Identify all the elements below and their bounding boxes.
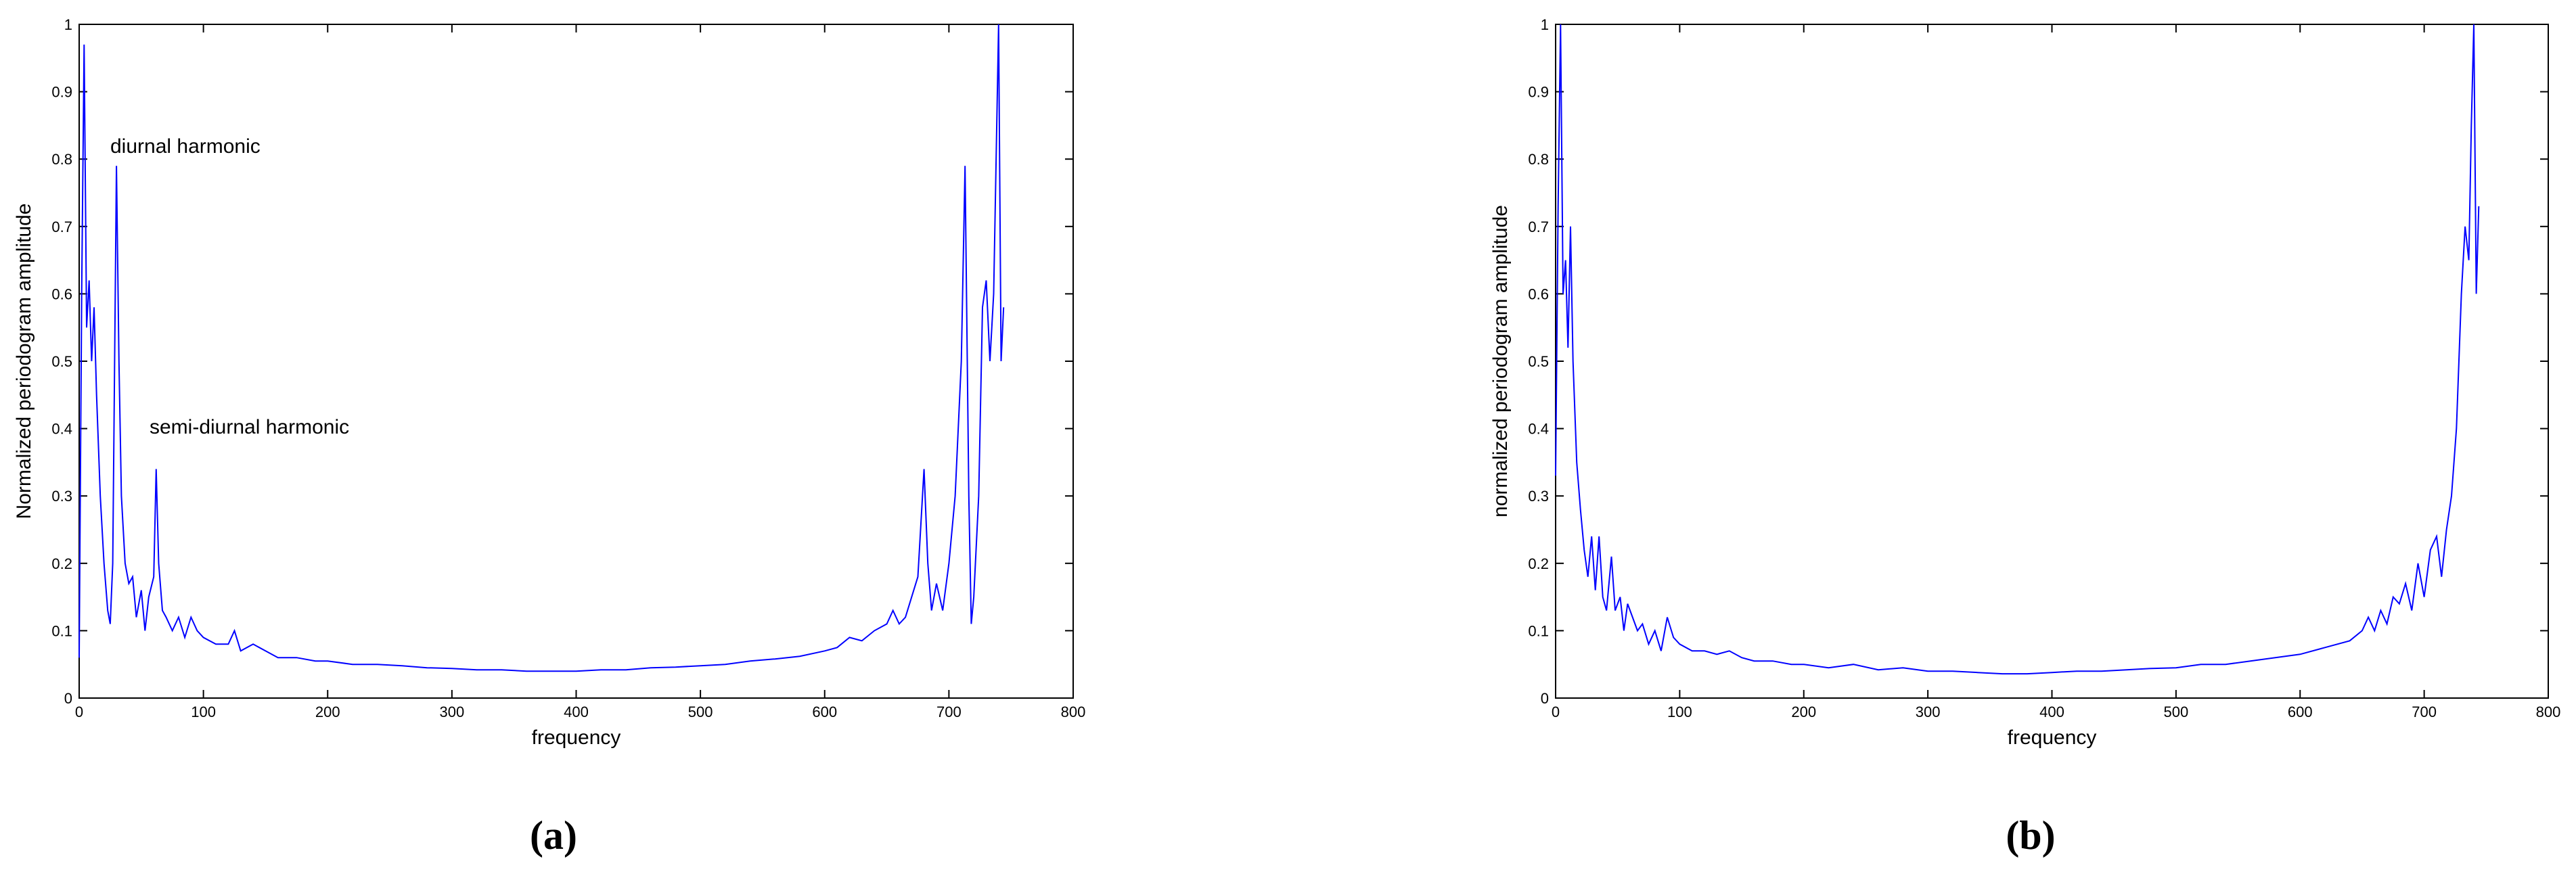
- y-tick-label: 0: [1541, 690, 1549, 707]
- x-tick-label: 700: [2412, 703, 2437, 720]
- y-tick-label: 0.9: [1528, 84, 1549, 101]
- x-tick-label: 800: [1061, 703, 1086, 720]
- y-tick-label: 0: [64, 690, 72, 707]
- x-tick-label: 400: [2039, 703, 2064, 720]
- x-axis-label: frequency: [2008, 726, 2097, 749]
- y-tick-label: 0.8: [51, 151, 72, 168]
- y-tick-label: 0.6: [51, 285, 72, 302]
- x-tick-label: 400: [564, 703, 589, 720]
- x-tick-label: 100: [191, 703, 216, 720]
- y-tick-label: 0.7: [1528, 218, 1549, 235]
- y-tick-label: 0.9: [51, 84, 72, 101]
- y-tick-label: 0.1: [1528, 622, 1549, 639]
- annotation: semi-diurnal harmonic: [150, 416, 349, 438]
- y-tick-label: 0.4: [1528, 421, 1549, 438]
- x-tick-label: 700: [936, 703, 962, 720]
- x-tick-label: 0: [75, 703, 83, 720]
- y-tick-label: 0.5: [1528, 353, 1549, 370]
- y-tick-label: 0.6: [1528, 285, 1549, 302]
- plot-frame: [78, 24, 1074, 699]
- annotation: diurnal harmonic: [110, 135, 261, 158]
- data-line: [1555, 24, 2480, 675]
- y-tick-label: 0.8: [1528, 151, 1549, 168]
- x-tick-label: 600: [2288, 703, 2313, 720]
- y-tick-label: 0.1: [51, 622, 72, 639]
- data-line: [78, 24, 1005, 672]
- y-tick-label: 0.4: [51, 421, 72, 438]
- x-tick-label: 300: [1916, 703, 1941, 720]
- x-tick-label: 500: [688, 703, 713, 720]
- x-tick-label: 100: [1667, 703, 1692, 720]
- caption: (a): [530, 813, 577, 858]
- y-tick-label: 0.5: [51, 353, 72, 370]
- y-tick-label: 1: [1541, 16, 1549, 33]
- x-tick-label: 300: [440, 703, 465, 720]
- y-tick-label: 0.7: [51, 218, 72, 235]
- y-tick-label: 0.2: [1528, 555, 1549, 572]
- caption: (b): [2006, 813, 2055, 858]
- x-tick-label: 0: [1552, 703, 1560, 720]
- y-axis-label: Normalized periodogram amplitude: [13, 204, 35, 519]
- y-tick-label: 0.2: [51, 555, 72, 572]
- y-axis-label: normalized periodogram amplitude: [1489, 205, 1512, 517]
- x-tick-label: 200: [315, 703, 340, 720]
- y-tick-label: 0.3: [51, 488, 72, 505]
- y-tick-label: 0.3: [1528, 488, 1549, 505]
- y-tick-label: 1: [64, 16, 72, 33]
- x-tick-label: 200: [1791, 703, 1816, 720]
- plot-frame: [1555, 24, 2549, 699]
- x-tick-label: 800: [2536, 703, 2561, 720]
- x-tick-label: 600: [812, 703, 837, 720]
- x-axis-label: frequency: [532, 726, 621, 749]
- x-tick-label: 500: [2164, 703, 2189, 720]
